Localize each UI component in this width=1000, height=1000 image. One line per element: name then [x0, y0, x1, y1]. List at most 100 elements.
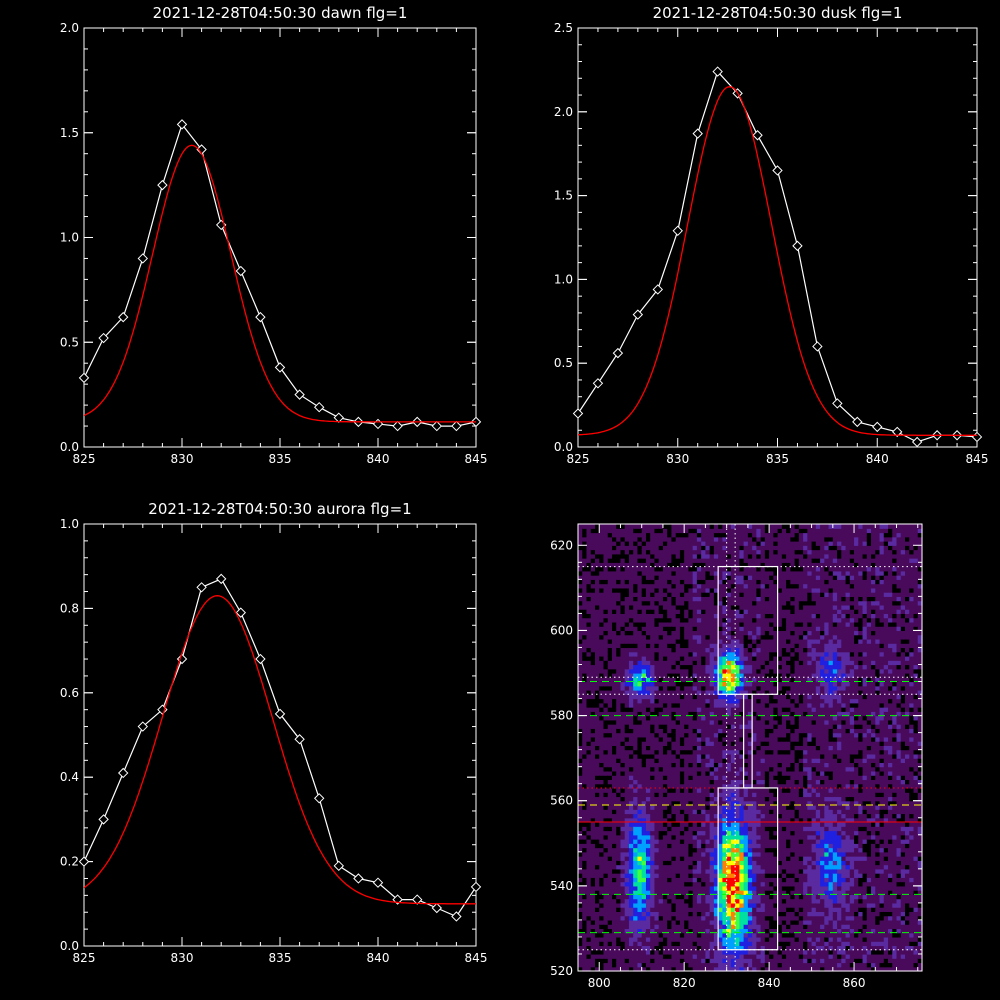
aurora-xtick-label: 835	[269, 951, 292, 965]
dusk-data-point	[772, 165, 783, 176]
dawn-xtick-label: 840	[367, 452, 390, 466]
dawn-data-point	[313, 401, 325, 413]
dawn-xtick-label: 825	[73, 452, 96, 466]
dawn-data-point	[372, 418, 384, 430]
dawn-data-point	[235, 265, 247, 277]
image-xtick-label: 820	[673, 976, 696, 990]
dawn-data-point	[392, 420, 403, 432]
aurora-data-point	[372, 877, 384, 888]
dusk-ytick-label: 0.0	[554, 440, 573, 454]
dawn-data-point	[255, 311, 266, 323]
dusk-data-point	[592, 378, 604, 389]
dusk-ytick-label: 1.0	[554, 272, 573, 286]
dusk-data-point	[692, 128, 703, 139]
aurora-ytick-label: 0.6	[60, 686, 79, 700]
dawn-data-point	[98, 332, 109, 344]
image-ytick-label: 620	[550, 538, 573, 552]
dusk-data-point	[971, 431, 983, 443]
aurora-ytick-label: 1.0	[60, 517, 79, 531]
aurora-data-line	[83, 578, 477, 918]
dawn-data-point	[78, 372, 90, 384]
aurora-data-point	[313, 793, 325, 804]
dusk-data-point	[852, 416, 863, 428]
aurora-xtick-label: 830	[171, 951, 194, 965]
dusk-xtick-label: 845	[966, 452, 989, 466]
image-xtick-label: 840	[758, 976, 781, 990]
aurora-data-point	[470, 881, 482, 893]
aurora-ytick-label: 0.8	[60, 601, 79, 615]
dusk-data-point	[632, 309, 644, 320]
dawn-axes-frame	[83, 27, 477, 448]
dusk-xtick-label: 825	[567, 452, 590, 466]
dusk-ytick-label: 2.5	[554, 21, 573, 35]
dusk-data-point	[572, 408, 584, 419]
aurora-data-point	[98, 814, 109, 825]
dawn-data-point	[117, 311, 129, 323]
image-xtick-label: 800	[588, 976, 611, 990]
aurora-data-point	[294, 734, 305, 745]
image-xtick-label: 860	[843, 976, 866, 990]
dusk-ytick-label: 0.5	[554, 356, 573, 370]
aurora-plot: 825 830 835 840 845 0.0 0.2 0.4 0.6 0.8 1.0 2021-12…	[60, 500, 488, 965]
dawn-plot: 825 830 835 840 845 0.0 0.5 1.0 1.5 2.0 2021-12-28…	[60, 4, 488, 466]
dusk-xtick-label: 830	[666, 452, 689, 466]
dawn-data-line	[83, 123, 477, 427]
aurora-data-point	[333, 860, 345, 872]
aurora-data-point	[353, 873, 364, 884]
aurora-xtick-label: 845	[465, 951, 488, 965]
dusk-data-point	[812, 341, 823, 352]
spectral-image-plot: 800 820 840 860 520 540 560 580 600 620	[550, 523, 923, 990]
dusk-xtick-label: 835	[766, 452, 789, 466]
dawn-ytick-label: 2.0	[60, 21, 79, 35]
dusk-data-point	[872, 421, 883, 433]
aurora-data-point	[255, 653, 266, 665]
aurora-data-point	[451, 911, 462, 922]
aurora-ytick-label: 0.2	[60, 855, 79, 869]
aurora-xtick-label: 840	[367, 951, 390, 965]
aurora-axes-frame	[83, 523, 477, 947]
extraction-box-2	[717, 787, 779, 951]
dusk-xtick-label: 840	[866, 452, 889, 466]
aurora-title: 2021-12-28T04:50:30 aurora flg=1	[148, 500, 411, 518]
dusk-data-point	[792, 240, 803, 252]
aurora-ytick-label: 0.4	[60, 770, 79, 784]
dusk-data-point	[652, 284, 664, 295]
dawn-data-point	[176, 119, 188, 130]
dawn-ytick-label: 1.5	[60, 126, 79, 140]
dusk-axes-frame	[577, 27, 978, 448]
aurora-data-point	[137, 721, 149, 732]
aurora-data-point	[411, 894, 423, 905]
dawn-fit-line	[83, 144, 476, 423]
image-ytick-label: 520	[550, 964, 573, 978]
dawn-xtick-label: 845	[465, 452, 488, 466]
aurora-data-point	[274, 708, 286, 720]
dusk-data-point	[891, 426, 903, 438]
dusk-title: 2021-12-28T04:50:30 dusk flg=1	[653, 4, 903, 22]
dawn-ytick-label: 0.0	[60, 440, 79, 454]
heatmap-cells	[578, 524, 923, 972]
dusk-data-point	[712, 66, 723, 77]
dusk-ytick-label: 2.0	[554, 105, 573, 119]
dawn-ytick-label: 1.0	[60, 231, 79, 245]
dawn-title: 2021-12-28T04:50:30 dawn flg=1	[153, 4, 408, 22]
dusk-data-point	[752, 130, 763, 141]
aurora-ytick-label: 0.0	[60, 939, 79, 953]
aurora-xtick-label: 825	[73, 951, 96, 965]
image-ytick-label: 600	[550, 623, 573, 637]
dawn-xtick-label: 835	[269, 452, 292, 466]
aurora-data-point	[215, 573, 227, 585]
aurora-data-point	[235, 607, 247, 618]
dusk-ytick-label: 1.5	[554, 189, 573, 203]
aurora-data-point	[431, 902, 443, 914]
dawn-data-point	[451, 420, 462, 432]
dawn-xtick-label: 830	[171, 452, 194, 466]
dusk-data-point	[612, 347, 624, 359]
image-ytick-label: 560	[550, 794, 573, 808]
dusk-data-point	[911, 436, 923, 448]
aurora-data-point	[196, 582, 207, 593]
dawn-data-point	[431, 420, 443, 432]
image-axes-frame	[577, 523, 923, 972]
aurora-data-point	[78, 856, 90, 867]
dusk-fit-line	[577, 86, 977, 436]
